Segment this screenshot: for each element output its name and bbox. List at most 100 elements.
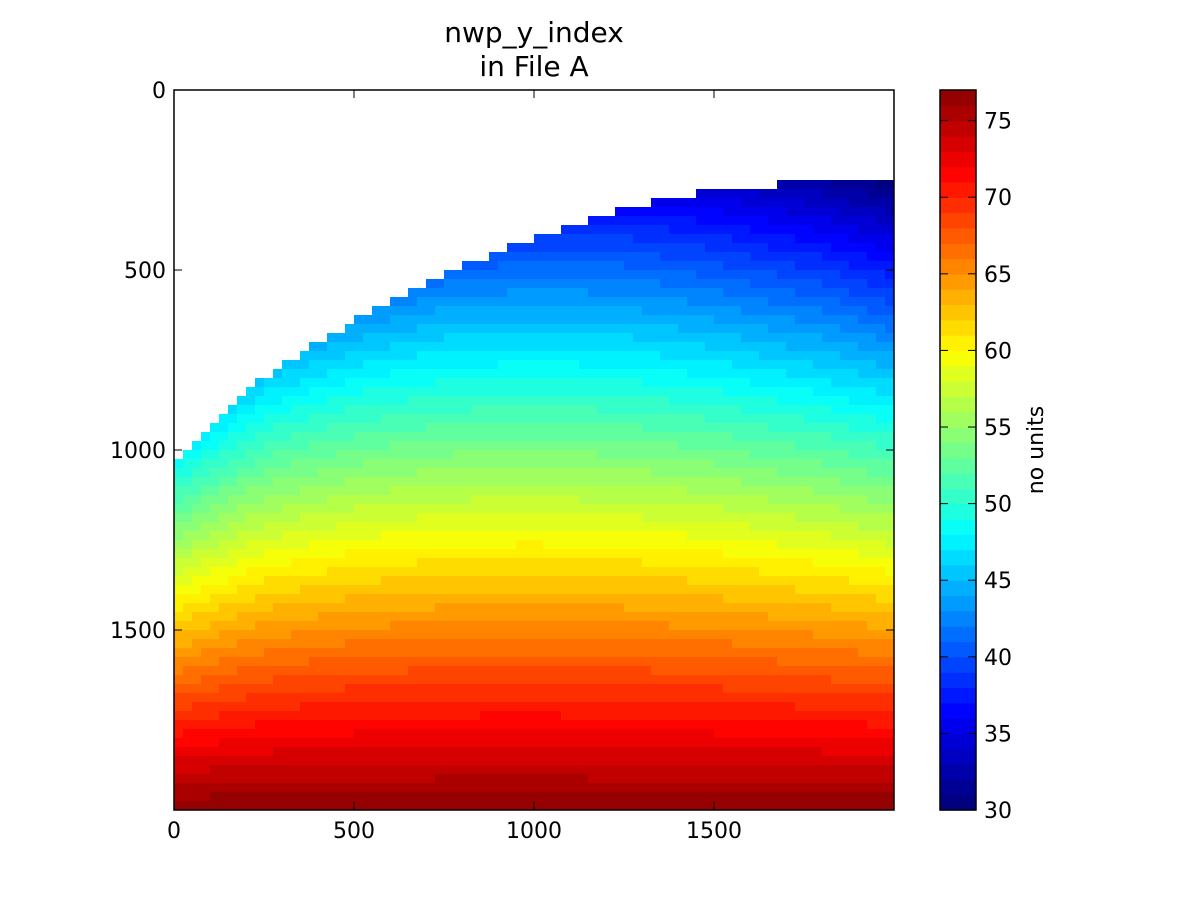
- heatmap-cell: [354, 612, 364, 622]
- heatmap-cell: [795, 279, 805, 289]
- heatmap-cell: [840, 711, 850, 721]
- heatmap-cell: [723, 477, 733, 487]
- heatmap-cell: [867, 378, 877, 388]
- heatmap-cell: [669, 414, 679, 424]
- heatmap-cell: [174, 594, 184, 604]
- heatmap-cell: [363, 414, 373, 424]
- heatmap-cell: [246, 477, 256, 487]
- heatmap-cell: [777, 324, 787, 334]
- heatmap-cell: [561, 630, 571, 640]
- heatmap-cell: [327, 720, 337, 730]
- heatmap-cell: [516, 756, 526, 766]
- heatmap-cell: [570, 675, 580, 685]
- heatmap-cell: [507, 279, 517, 289]
- heatmap-cell: [624, 207, 634, 217]
- heatmap-cell: [885, 621, 894, 631]
- heatmap-cell: [525, 270, 535, 280]
- heatmap-cell: [273, 657, 283, 667]
- heatmap-cell: [561, 486, 571, 496]
- heatmap-cell: [237, 468, 247, 478]
- heatmap-cell: [714, 333, 724, 343]
- heatmap-cell: [282, 675, 292, 685]
- heatmap-cell: [840, 306, 850, 316]
- heatmap-cell: [723, 792, 733, 802]
- heatmap-cell: [480, 306, 490, 316]
- heatmap-cell: [219, 486, 229, 496]
- heatmap-cell: [282, 477, 292, 487]
- heatmap-cell: [750, 621, 760, 631]
- heatmap-cell: [876, 567, 886, 577]
- heatmap-cell: [849, 216, 859, 226]
- heatmap-cell: [237, 504, 247, 514]
- heatmap-cell: [318, 666, 328, 676]
- heatmap-cell: [651, 729, 661, 739]
- heatmap-cell: [678, 225, 688, 235]
- heatmap-cell: [291, 603, 301, 613]
- heatmap-cell: [435, 648, 445, 658]
- heatmap-cell: [570, 783, 580, 793]
- heatmap-cell: [471, 378, 481, 388]
- heatmap-cell: [831, 747, 841, 757]
- heatmap-cell: [786, 693, 796, 703]
- heatmap-cell: [462, 270, 472, 280]
- heatmap-cell: [336, 801, 346, 810]
- heatmap-cell: [570, 387, 580, 397]
- heatmap-cell: [237, 549, 247, 559]
- heatmap-cell: [462, 549, 472, 559]
- heatmap-cell: [768, 783, 778, 793]
- heatmap-cell: [381, 441, 391, 451]
- heatmap-cell: [705, 495, 715, 505]
- heatmap-cell: [714, 414, 724, 424]
- heatmap-cell: [525, 603, 535, 613]
- heatmap-cell: [273, 639, 283, 649]
- heatmap-cell: [876, 378, 886, 388]
- heatmap-cell: [480, 684, 490, 694]
- heatmap-cell: [804, 342, 814, 352]
- heatmap-cell: [615, 639, 625, 649]
- heatmap-cell: [471, 675, 481, 685]
- heatmap-cell: [291, 702, 301, 712]
- heatmap-cell: [255, 738, 265, 748]
- heatmap-cell: [723, 747, 733, 757]
- heatmap-cell: [642, 675, 652, 685]
- heatmap-cell: [606, 567, 616, 577]
- heatmap-cell: [552, 783, 562, 793]
- heatmap-cell: [786, 558, 796, 568]
- heatmap-cell: [345, 729, 355, 739]
- heatmap-cell: [435, 342, 445, 352]
- heatmap-cell: [471, 531, 481, 541]
- heatmap-cell: [534, 603, 544, 613]
- heatmap-cell: [705, 684, 715, 694]
- heatmap-cell: [642, 207, 652, 217]
- heatmap-cell: [345, 504, 355, 514]
- heatmap-cell: [291, 639, 301, 649]
- colorbar-segment: [940, 687, 976, 704]
- heatmap-cell: [597, 486, 607, 496]
- heatmap-cell: [615, 207, 625, 217]
- heatmap-cell: [381, 675, 391, 685]
- heatmap-cell: [534, 792, 544, 802]
- heatmap-cell: [804, 558, 814, 568]
- heatmap-cell: [462, 792, 472, 802]
- heatmap-cell: [561, 648, 571, 658]
- heatmap-cell: [327, 657, 337, 667]
- heatmap-cell: [444, 549, 454, 559]
- heatmap-cell: [804, 540, 814, 550]
- heatmap-cell: [543, 675, 553, 685]
- heatmap-cell: [390, 594, 400, 604]
- heatmap-cell: [201, 774, 211, 784]
- heatmap-cell: [624, 711, 634, 721]
- heatmap-cell: [714, 378, 724, 388]
- heatmap-cell: [795, 270, 805, 280]
- heatmap-cell: [822, 684, 832, 694]
- heatmap-cell: [552, 729, 562, 739]
- heatmap-cell: [642, 756, 652, 766]
- heatmap-cell: [678, 333, 688, 343]
- heatmap-cell: [786, 738, 796, 748]
- heatmap-cell: [408, 342, 418, 352]
- heatmap-cell: [309, 477, 319, 487]
- heatmap-cell: [669, 243, 679, 253]
- heatmap-cell: [849, 198, 859, 208]
- heatmap-cell: [345, 747, 355, 757]
- heatmap-cell: [228, 405, 238, 415]
